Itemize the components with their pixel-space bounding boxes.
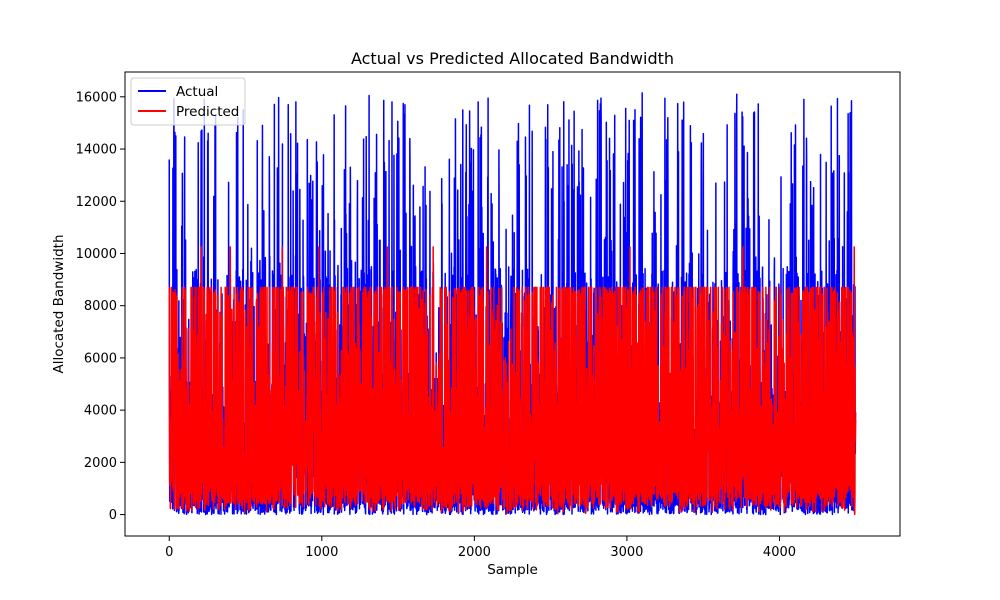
y-tick-label: 2000: [84, 456, 117, 471]
chart-title: Actual vs Predicted Allocated Bandwidth: [351, 49, 674, 68]
y-tick-label: 10000: [76, 247, 117, 262]
legend-box: [130, 77, 246, 126]
y-tick-label: 4000: [84, 404, 117, 419]
x-tick-label: 4000: [763, 545, 796, 560]
x-axis-label: Sample: [487, 562, 538, 578]
y-tick-label: 12000: [76, 195, 117, 210]
x-tick-label: 2000: [458, 545, 491, 560]
legend-label-predicted: Predicted: [176, 104, 239, 120]
legend: Actual Predicted: [130, 77, 246, 126]
x-tick-label: 1000: [305, 545, 338, 560]
y-tick-label: 0: [109, 508, 117, 523]
y-tick-label: 14000: [76, 143, 117, 158]
x-tick-label: 3000: [610, 545, 643, 560]
y-tick-label: 8000: [84, 299, 117, 314]
plot-frame: [124, 71, 901, 537]
series-line-predicted: [168, 246, 857, 516]
x-tick-label: 0: [165, 545, 173, 560]
y-axis-label: Allocated Bandwidth: [51, 234, 67, 373]
y-tick-label: 16000: [76, 90, 117, 105]
y-tick-label: 6000: [84, 351, 117, 366]
legend-label-actual: Actual: [176, 84, 218, 100]
